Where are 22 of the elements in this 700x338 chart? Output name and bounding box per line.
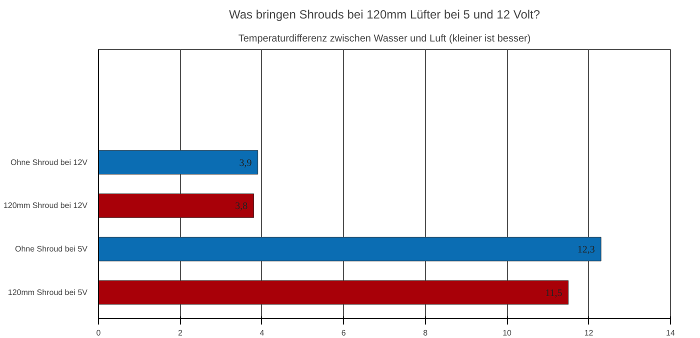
y-tick-label: 120mm Shroud bei 12V <box>3 201 88 210</box>
chart-subtitle: Temperaturdifferenz zwischen Wasser und Luft (kleiner ist besser) <box>238 34 531 44</box>
y-tick-label: Ohne Shroud bei 5V <box>15 244 88 254</box>
x-tick-label: 0 <box>96 328 102 338</box>
bar <box>98 150 258 174</box>
x-tick-label: 14 <box>666 328 676 338</box>
bar <box>98 280 569 305</box>
x-tick-label: 10 <box>502 328 512 338</box>
x-tick-label: 6 <box>341 328 346 338</box>
x-tick-label: 12 <box>584 328 594 338</box>
x-tick-label: 4 <box>260 328 265 338</box>
data-label: 3,8 <box>235 201 248 212</box>
data-label: 11,5 <box>545 288 562 299</box>
x-tick-label: 2 <box>178 328 183 338</box>
data-label: 12,3 <box>577 244 595 256</box>
bar <box>98 194 254 218</box>
y-tick-label: Ohne Shroud bei 12V <box>10 158 88 167</box>
x-tick-label: 8 <box>423 328 428 338</box>
bar <box>98 236 602 262</box>
y-tick-label: 120mm Shroud bei 5V <box>8 288 88 297</box>
chart-title: Was bringen Shrouds bei 120mm Lüfter bei 5 und 12 Volt? <box>228 8 540 22</box>
data-label: 3,9 <box>239 158 252 169</box>
